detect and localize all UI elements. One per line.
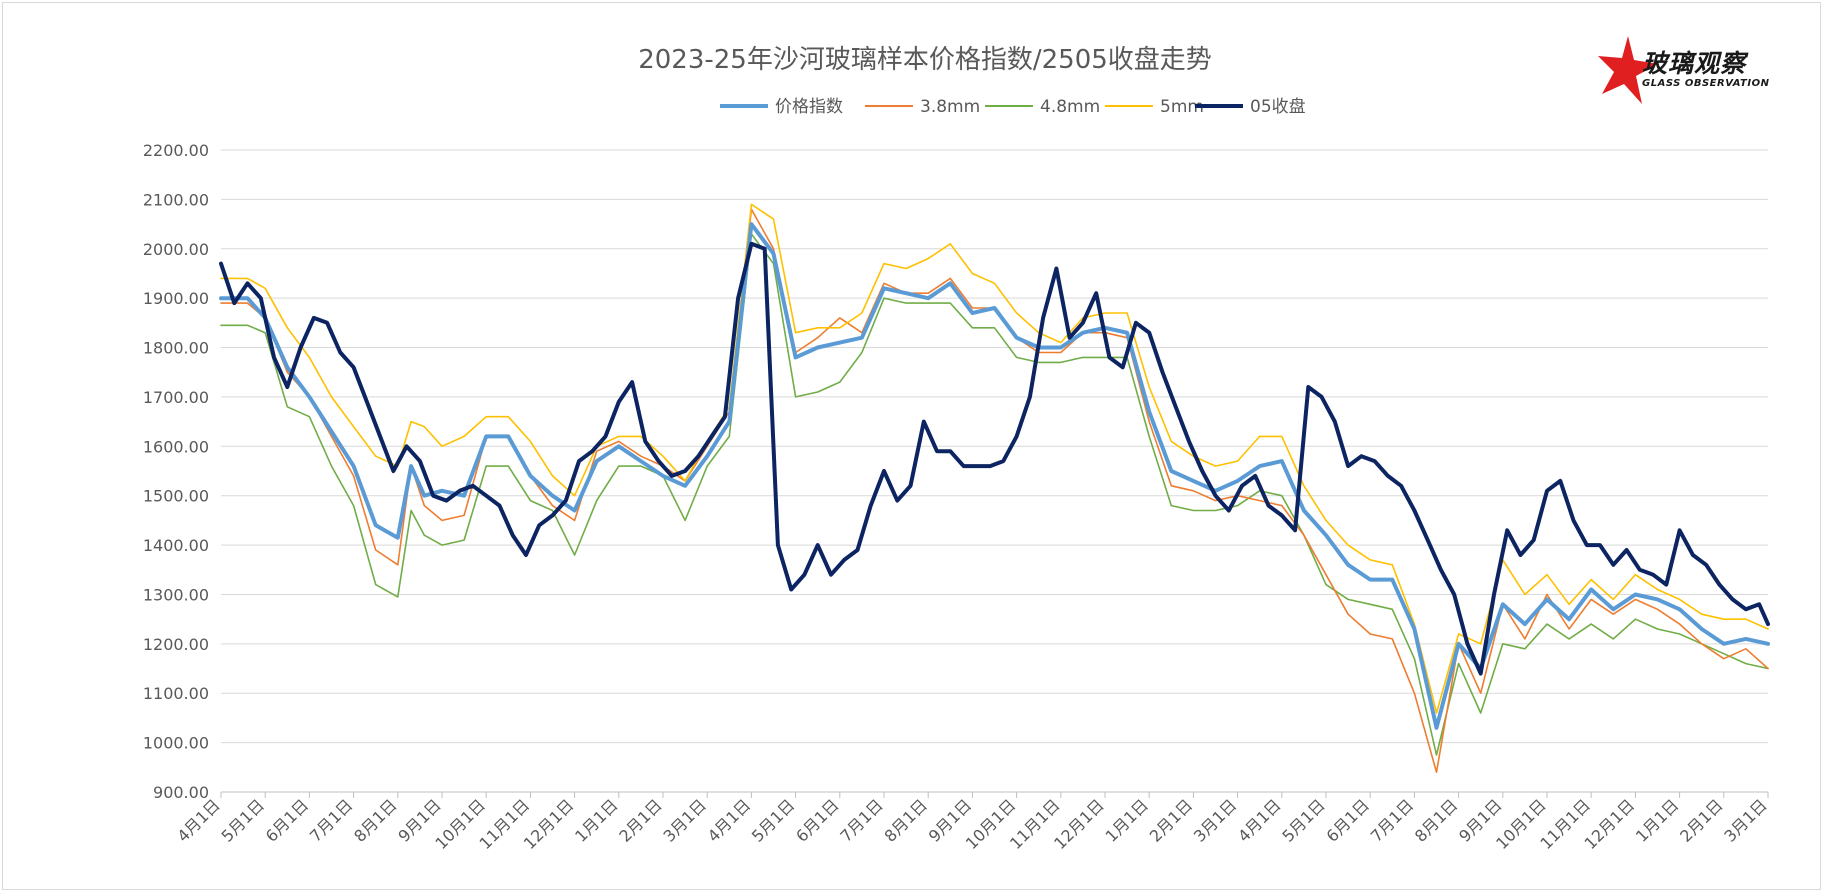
series-line [219,241,1770,676]
y-tick-label: 1200.00 [143,635,209,654]
brand-logo: 玻璃观察 GLASS OBSERVATION [1598,34,1798,108]
x-tick-label: 8月1日 [1411,795,1461,845]
series-lines [219,203,1770,773]
y-tick-label: 1600.00 [143,437,209,456]
x-tick-label: 1月1日 [1102,795,1152,845]
x-tick-label: 5月1日 [748,795,798,845]
y-tick-label: 2100.00 [143,190,209,209]
x-tick-label: 2月1日 [615,795,665,845]
series-line [220,203,1769,714]
x-axis: 4月1日5月1日6月1日7月1日8月1日9月1日10月1日11月1日12月1日1… [173,791,1771,853]
x-tick-label: 6月1日 [1323,795,1373,845]
x-tick-label: 7月1日 [306,795,356,845]
y-tick-label: 1300.00 [143,585,209,604]
y-tick-label: 2200.00 [143,141,209,160]
x-tick-label: 4月1日 [704,795,754,845]
chart-title: 2023-25年沙河玻璃样本价格指数/2505收盘走势 [638,45,1212,75]
logo-subtitle: GLASS OBSERVATION [1642,78,1770,89]
y-tick-label: 1000.00 [143,734,209,753]
y-tick-label: 2000.00 [143,240,209,259]
x-tick-label: 5月1日 [1278,795,1328,845]
x-tick-label: 4月1日 [1234,795,1284,845]
y-tick-label: 900.00 [153,783,209,802]
y-tick-label: 1400.00 [143,536,209,555]
series-line [220,233,1769,756]
y-tick-label: 1500.00 [143,487,209,506]
legend: 价格指数 3.8mm 4.8mm 5mm 05收盘 [720,97,1306,117]
x-tick-label: 3月1日 [1720,795,1770,845]
legend-label: 4.8mm [1040,97,1100,117]
x-tick-label: 1月1日 [571,795,621,845]
y-tick-label: 1100.00 [143,684,209,703]
x-tick-label: 6月1日 [262,795,312,845]
logo-text: 玻璃观察 [1642,49,1747,78]
y-tick-label: 1900.00 [143,289,209,308]
y-tick-label: 1700.00 [143,388,209,407]
series-line [219,222,1770,730]
x-tick-label: 8月1日 [350,795,400,845]
y-tick-label: 1800.00 [143,339,209,358]
legend-label: 5mm [1160,97,1204,117]
x-tick-label: 7月1日 [1367,795,1417,845]
legend-label: 价格指数 [775,97,843,117]
x-tick-label: 4月1日 [173,795,223,845]
x-tick-label: 1月1日 [1632,795,1682,845]
x-tick-label: 5月1日 [218,795,268,845]
x-tick-label: 2月1日 [1146,795,1196,845]
legend-label: 3.8mm [920,97,980,117]
x-tick-label: 2月1日 [1676,795,1726,845]
x-tick-label: 7月1日 [836,795,886,845]
grid-lines [221,149,1768,793]
legend-label: 05收盘 [1250,97,1306,117]
y-axis-ticks: 900.00 1000.00 1100.00 1200.00 1300.00 1400.0… [143,141,209,802]
star-icon [1598,36,1658,104]
x-tick-label: 8月1日 [881,795,931,845]
x-tick-label: 3月1日 [660,795,710,845]
x-tick-label: 6月1日 [792,795,842,845]
x-tick-label: 3月1日 [1190,795,1240,845]
series-line [220,208,1769,773]
